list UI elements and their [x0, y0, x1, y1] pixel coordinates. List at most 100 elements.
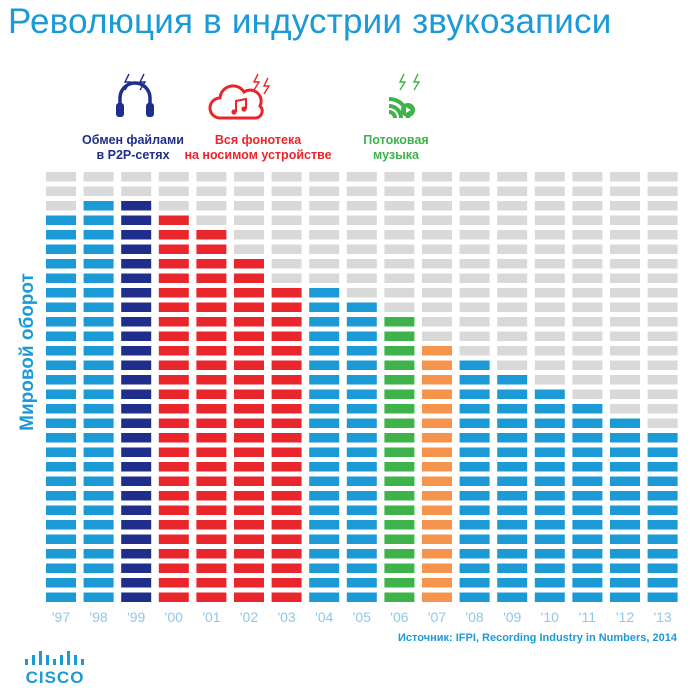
bar-segment-filled	[83, 433, 114, 443]
bar-segment-empty	[572, 360, 603, 370]
bar-segment-filled	[572, 592, 603, 602]
bar-segment-filled	[572, 549, 603, 559]
bar-segment-filled	[647, 476, 678, 486]
bar-segment-filled	[572, 418, 603, 428]
bar-segment-empty	[46, 186, 76, 196]
bar-segment-filled	[158, 491, 189, 501]
bar-segment-filled	[196, 360, 227, 370]
bar-segment-empty	[346, 230, 377, 240]
bar-segment-filled	[158, 563, 189, 573]
x-tick-label: '00	[165, 609, 183, 625]
bar-segment-filled	[196, 244, 227, 254]
bar-segment-empty	[422, 288, 452, 298]
bar-segment-filled	[158, 549, 189, 559]
bar-segment-filled	[46, 346, 76, 356]
bar-segment-filled	[610, 447, 640, 457]
bar-segment-empty	[384, 186, 415, 196]
bar-segment-empty	[572, 244, 603, 254]
bar-segment-empty	[384, 288, 415, 298]
bar-segment-filled	[271, 505, 302, 515]
bar-segment-empty	[271, 172, 302, 182]
bar-segment-filled	[384, 563, 415, 573]
bar-segment-filled	[309, 549, 340, 559]
bar-segment-filled	[196, 520, 227, 530]
bar-segment-empty	[459, 273, 490, 283]
bar-segment-empty	[647, 346, 678, 356]
bar-segment-filled	[309, 491, 340, 501]
bar-segment-filled	[346, 418, 377, 428]
bar-segment-filled	[83, 331, 114, 341]
bar-segment-empty	[234, 244, 264, 254]
bar-segment-filled	[610, 578, 640, 588]
bar-segment-filled	[46, 302, 76, 312]
bar-segment-filled	[309, 375, 340, 385]
bar-segment-filled	[422, 563, 452, 573]
bar-segment-filled	[572, 476, 603, 486]
bar-segment-empty	[346, 201, 377, 211]
annotation-streaming: Потоковая музыка	[363, 133, 428, 163]
bar-segment-empty	[647, 186, 678, 196]
bar-segment-filled	[346, 447, 377, 457]
bar-segment-empty	[610, 360, 640, 370]
bar-segment-empty	[610, 317, 640, 327]
x-tick-label: '06	[390, 609, 408, 625]
bar-segment-filled	[384, 505, 415, 515]
bar-segment-filled	[158, 592, 189, 602]
bar-segment-filled	[384, 592, 415, 602]
bar-segment-filled	[459, 360, 490, 370]
bar-segment-filled	[196, 418, 227, 428]
bar-segment-filled	[309, 476, 340, 486]
x-tick-label: '97	[52, 609, 70, 625]
bar-segment-filled	[309, 462, 340, 472]
bar-segment-empty	[422, 186, 452, 196]
bar-segment-empty	[459, 215, 490, 225]
bar-segment-empty	[572, 215, 603, 225]
bar-segment-filled	[384, 360, 415, 370]
bar-segment-filled	[158, 302, 189, 312]
bar-segment-empty	[572, 375, 603, 385]
bar-segment-filled	[572, 505, 603, 515]
bar-segment-filled	[422, 418, 452, 428]
page-title: Революция в индустрии звукозаписи	[8, 2, 612, 41]
bar-segment-empty	[309, 186, 340, 196]
bar-segment-filled	[46, 592, 76, 602]
bar-segment-filled	[196, 578, 227, 588]
bar-segment-filled	[346, 375, 377, 385]
x-tick-label: '08	[465, 609, 483, 625]
bar-segment-filled	[384, 404, 415, 414]
bar-segment-filled	[497, 578, 528, 588]
bar-segment-empty	[422, 215, 452, 225]
bar-segment-filled	[121, 549, 152, 559]
bar-segment-filled	[384, 447, 415, 457]
bar-segment-empty	[459, 186, 490, 196]
bar-segment-filled	[196, 563, 227, 573]
bar-segment-filled	[647, 549, 678, 559]
bar-segment-filled	[422, 578, 452, 588]
bar-segment-empty	[610, 375, 640, 385]
bar-segment-filled	[121, 346, 152, 356]
bar-segment-filled	[572, 491, 603, 501]
bar-segment-filled	[497, 404, 528, 414]
bar-segment-empty	[158, 172, 189, 182]
bar-segment-empty	[422, 230, 452, 240]
bar-segment-empty	[422, 244, 452, 254]
bar-segment-empty	[271, 215, 302, 225]
x-tick-label: '04	[315, 609, 333, 625]
bar-segment-filled	[83, 375, 114, 385]
bar-segment-empty	[384, 273, 415, 283]
bar-segment-filled	[534, 418, 565, 428]
bar-segment-filled	[83, 201, 114, 211]
bar-segment-empty	[497, 201, 528, 211]
bar-segment-filled	[234, 331, 264, 341]
bar-segment-filled	[572, 520, 603, 530]
bar-segment-filled	[459, 418, 490, 428]
bar-segment-empty	[422, 201, 452, 211]
bar-segment-filled	[46, 404, 76, 414]
bar-segment-filled	[497, 520, 528, 530]
bar-segment-empty	[497, 317, 528, 327]
bar-segment-filled	[422, 491, 452, 501]
bar-segment-empty	[309, 172, 340, 182]
bar-segment-filled	[46, 244, 76, 254]
bar-segment-empty	[647, 230, 678, 240]
bar-segment-empty	[459, 172, 490, 182]
